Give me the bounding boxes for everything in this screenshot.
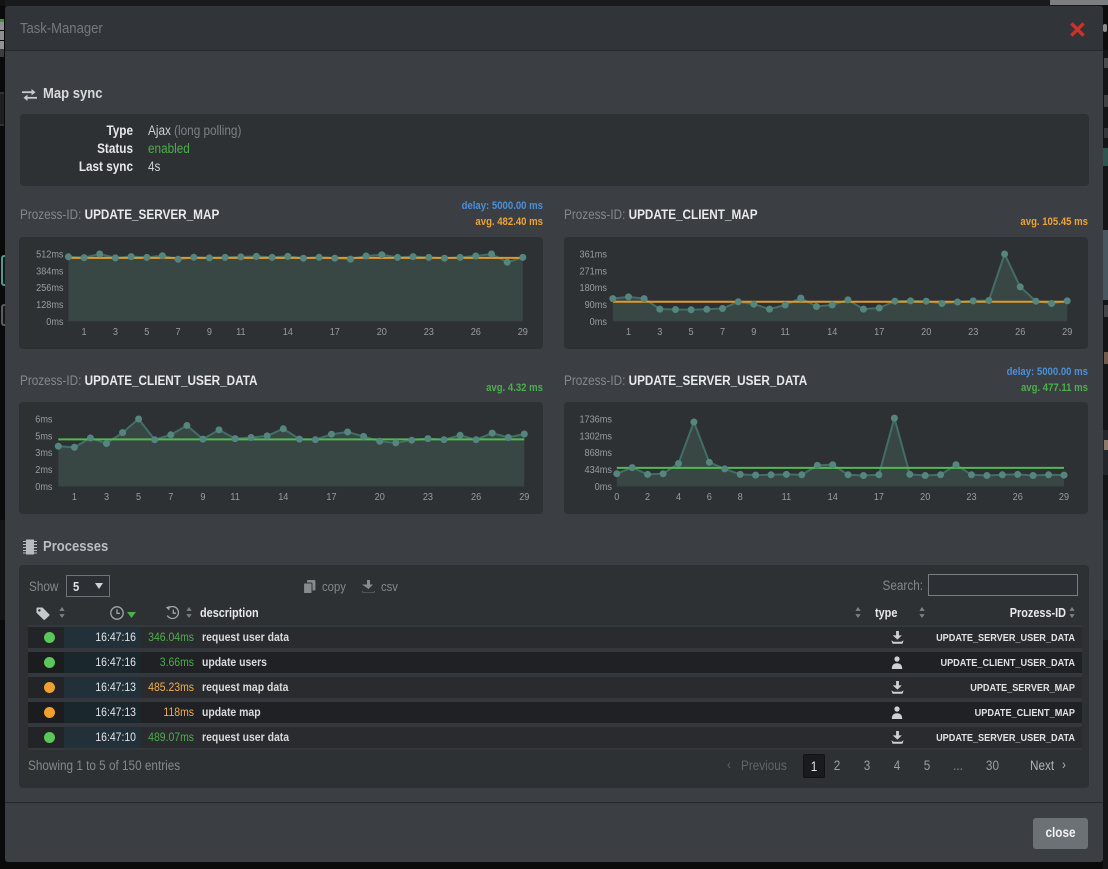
svg-text:2: 2	[645, 491, 650, 503]
svg-text:23: 23	[966, 491, 977, 503]
svg-text:17: 17	[330, 326, 340, 338]
svg-text:7: 7	[176, 326, 181, 338]
svg-text:1: 1	[626, 326, 631, 338]
svg-text:23: 23	[968, 326, 979, 338]
svg-text:14: 14	[283, 326, 294, 338]
svg-text:2ms: 2ms	[35, 465, 52, 477]
svg-text:9: 9	[751, 326, 756, 338]
svg-text:20: 20	[377, 326, 388, 338]
svg-text:29: 29	[519, 491, 529, 503]
svg-text:0ms: 0ms	[590, 316, 607, 328]
svg-text:3: 3	[104, 491, 110, 503]
svg-text:3: 3	[113, 326, 119, 338]
svg-text:23: 23	[424, 326, 435, 338]
svg-text:5: 5	[689, 326, 695, 338]
svg-text:29: 29	[1059, 491, 1069, 503]
svg-text:3: 3	[657, 326, 663, 338]
svg-text:4: 4	[676, 491, 682, 503]
svg-text:20: 20	[375, 491, 386, 503]
svg-text:1: 1	[72, 491, 77, 503]
svg-text:6ms: 6ms	[35, 414, 52, 426]
svg-text:14: 14	[827, 326, 838, 338]
svg-text:26: 26	[1015, 326, 1026, 338]
svg-text:17: 17	[874, 326, 884, 338]
svg-text:5ms: 5ms	[35, 431, 52, 443]
svg-text:17: 17	[326, 491, 336, 503]
svg-text:11: 11	[780, 326, 789, 338]
svg-text:9: 9	[200, 491, 205, 503]
svg-text:26: 26	[471, 326, 482, 338]
svg-text:256ms: 256ms	[36, 283, 63, 295]
svg-text:17: 17	[874, 491, 884, 503]
svg-text:14: 14	[828, 491, 839, 503]
svg-text:1736ms: 1736ms	[579, 414, 612, 426]
svg-text:20: 20	[921, 326, 932, 338]
svg-text:0ms: 0ms	[595, 481, 612, 493]
svg-text:5: 5	[144, 326, 150, 338]
svg-text:271ms: 271ms	[580, 266, 607, 278]
svg-text:26: 26	[1013, 491, 1024, 503]
svg-text:11: 11	[236, 326, 245, 338]
svg-text:3ms: 3ms	[35, 448, 52, 460]
svg-text:11: 11	[230, 491, 239, 503]
svg-text:90ms: 90ms	[585, 300, 607, 312]
svg-text:868ms: 868ms	[585, 448, 612, 460]
svg-text:7: 7	[720, 326, 725, 338]
svg-text:361ms: 361ms	[580, 249, 607, 261]
svg-text:26: 26	[471, 491, 482, 503]
svg-text:14: 14	[278, 491, 289, 503]
svg-text:512ms: 512ms	[36, 249, 63, 261]
svg-text:29: 29	[1062, 326, 1072, 338]
svg-text:0ms: 0ms	[46, 316, 63, 328]
svg-text:0ms: 0ms	[35, 481, 52, 493]
svg-text:9: 9	[207, 326, 212, 338]
svg-text:5: 5	[136, 491, 142, 503]
svg-text:29: 29	[518, 326, 528, 338]
svg-text:11: 11	[782, 491, 791, 503]
svg-text:6: 6	[707, 491, 713, 503]
svg-text:128ms: 128ms	[36, 300, 63, 312]
svg-text:434ms: 434ms	[585, 465, 612, 477]
svg-text:20: 20	[920, 491, 931, 503]
svg-text:180ms: 180ms	[580, 283, 607, 295]
svg-text:8: 8	[738, 491, 744, 503]
svg-text:1: 1	[82, 326, 87, 338]
svg-text:0: 0	[614, 491, 620, 503]
svg-text:384ms: 384ms	[36, 266, 63, 278]
svg-text:7: 7	[168, 491, 173, 503]
svg-text:1302ms: 1302ms	[579, 431, 612, 443]
svg-text:23: 23	[423, 491, 434, 503]
